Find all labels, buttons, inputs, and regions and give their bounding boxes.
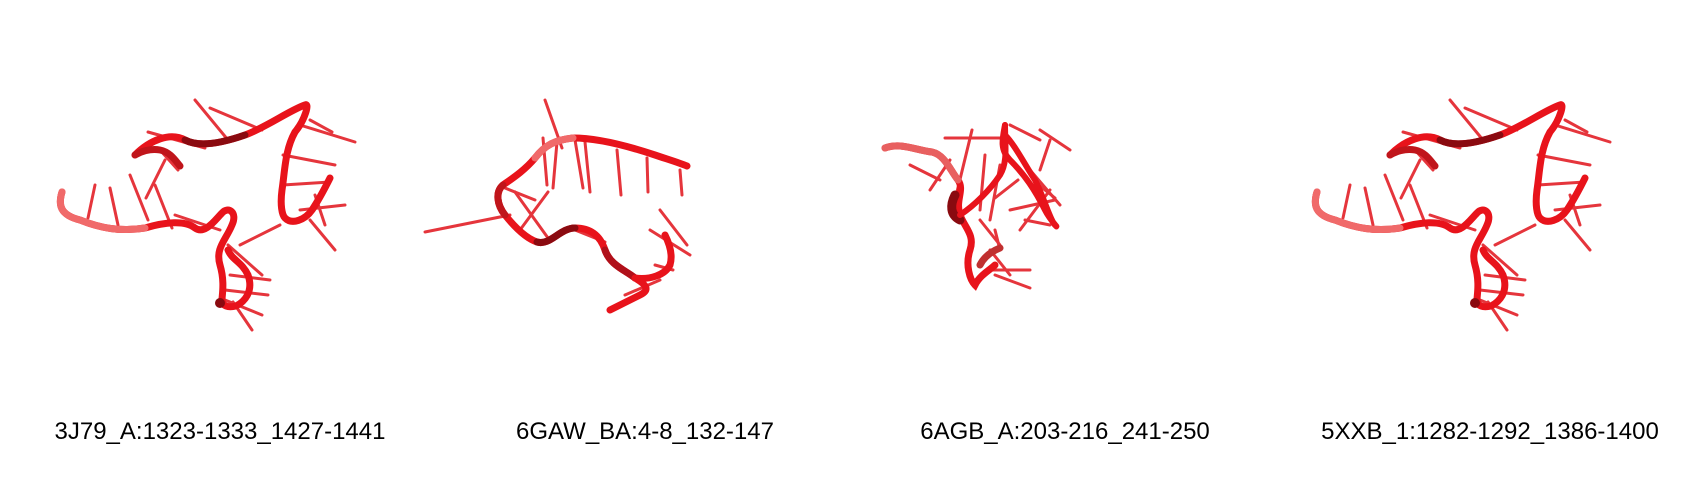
structure-panel-4: 5XXB_1:1282-1292_1386-1400	[1275, 0, 1700, 480]
structure-label: 3J79_A:1323-1333_1427-1441	[54, 418, 386, 445]
structure-panel-3: 6AGB_A:203-216_241-250	[850, 0, 1275, 480]
rna-cartoon-6gaw	[423, 98, 692, 314]
structure-label: 6GAW_BA:4-8_132-147	[516, 418, 774, 445]
rna-cartoon-5xxb	[1311, 98, 1612, 332]
rna-cartoon-3j79	[56, 98, 357, 332]
structure-panel-1: 3J79_A:1323-1333_1427-1441	[0, 0, 425, 480]
structure-label: 5XXB_1:1282-1292_1386-1400	[1321, 418, 1659, 445]
rna-cartoon-6agb	[881, 122, 1072, 291]
structure-label: 6AGB_A:203-216_241-250	[920, 418, 1210, 445]
structure-panel-2: 6GAW_BA:4-8_132-147	[423, 0, 850, 480]
